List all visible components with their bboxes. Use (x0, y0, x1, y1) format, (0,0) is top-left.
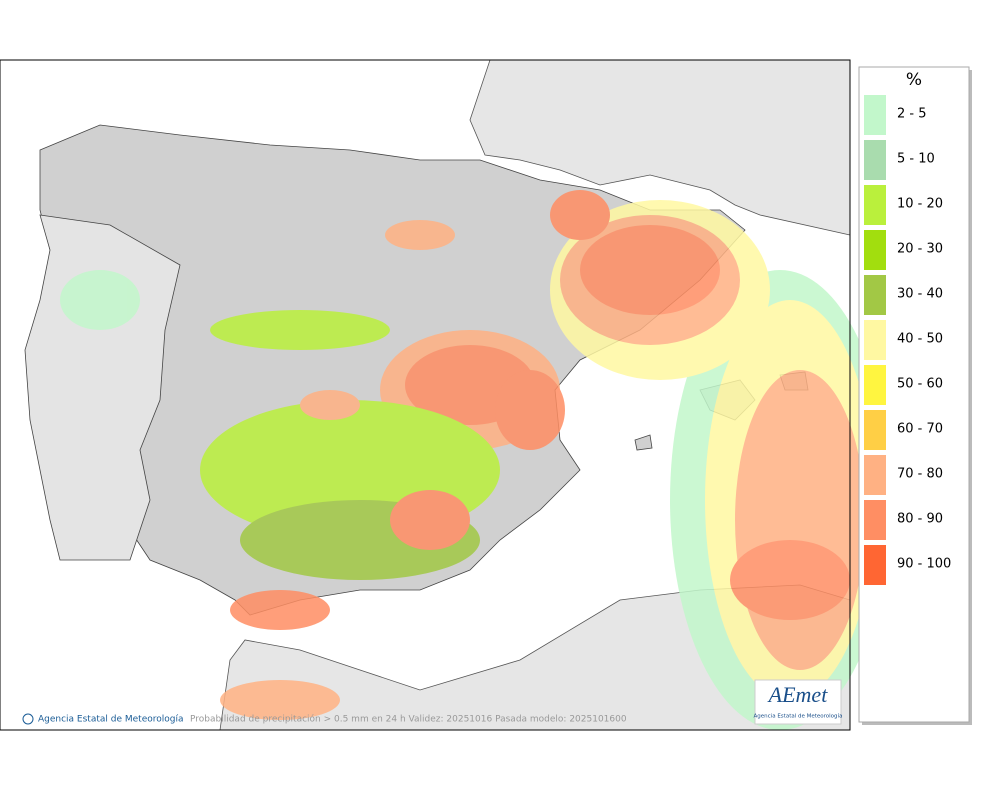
precipitation-field (60, 190, 890, 730)
map-frame (0, 59, 851, 731)
legend-label: 60 - 70 (897, 422, 943, 437)
legend-label: 40 - 50 (897, 332, 943, 347)
legend-label: 5 - 10 (897, 152, 935, 167)
legend-label: 20 - 30 (897, 242, 943, 257)
legend-swatch (864, 410, 886, 450)
legend-label: 10 - 20 (897, 197, 943, 212)
legend-swatch (864, 275, 886, 315)
legend-swatch (864, 140, 886, 180)
legend-label: 50 - 60 (897, 377, 943, 392)
legend-title: % (906, 70, 922, 90)
legend-swatch (864, 95, 886, 135)
legend-swatch (864, 185, 886, 225)
logo-subtitle: Agencia Estatal de Meteorología (754, 713, 843, 720)
caption: Probabilidad de precipitación > 0.5 mm e… (190, 714, 627, 725)
map: Agencia Estatal de Meteorología Probabil… (0, 59, 890, 731)
legend-label: 80 - 90 (897, 512, 943, 527)
logo-box (754, 679, 842, 725)
legend-swatch (864, 545, 886, 585)
legend-label: 2 - 5 (897, 107, 927, 122)
legend-swatch (864, 230, 886, 270)
copyright-icon (22, 713, 34, 725)
legend: % 2 - 5 5 - 10 10 - 20 20 - 30 30 - 40 40 - 5… (858, 66, 972, 725)
credit: Agencia Estatal de Meteorología (38, 715, 184, 725)
legend-swatch (864, 365, 886, 405)
logo: AEmet (767, 682, 829, 707)
legend-swatch (864, 500, 886, 540)
legend-swatch (864, 455, 886, 495)
legend-label: 90 - 100 (897, 557, 951, 572)
legend-label: 70 - 80 (897, 467, 943, 482)
legend-label: 30 - 40 (897, 287, 943, 302)
legend-swatch (864, 320, 886, 360)
